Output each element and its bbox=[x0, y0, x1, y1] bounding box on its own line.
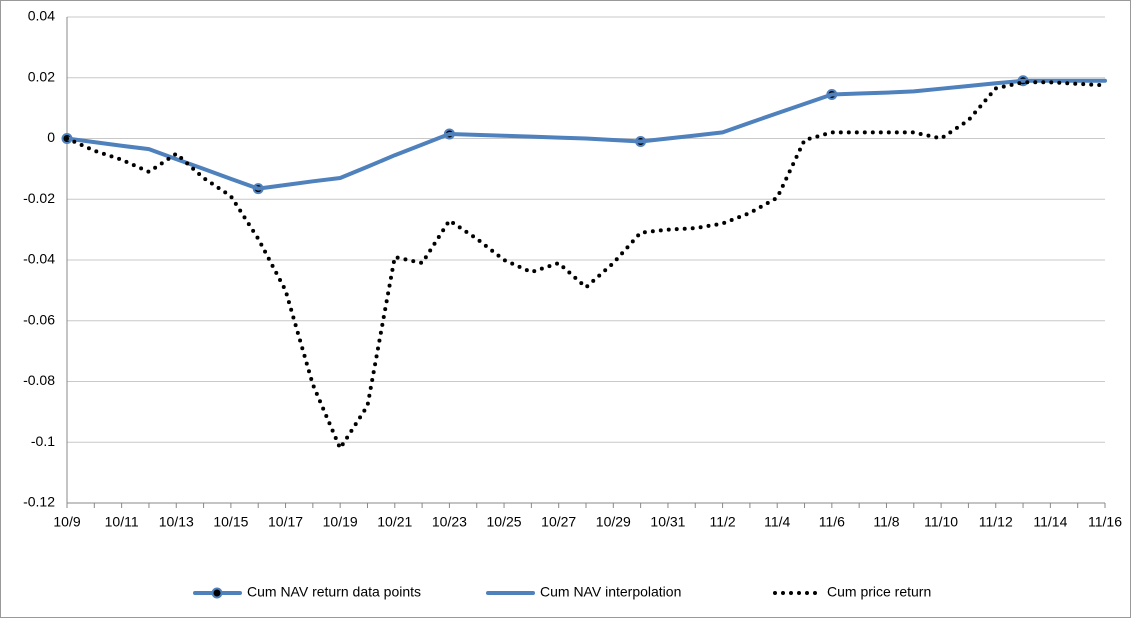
y-tick-label: 0.04 bbox=[28, 8, 55, 24]
x-tick-label: 10/23 bbox=[432, 514, 467, 530]
legend-label: Cum price return bbox=[827, 584, 931, 600]
x-tick-label: 10/31 bbox=[650, 514, 685, 530]
y-tick-label: -0.06 bbox=[23, 311, 55, 327]
x-tick-label: 11/12 bbox=[979, 514, 1013, 530]
x-tick-label: 11/2 bbox=[709, 514, 735, 530]
x-tick-label: 10/11 bbox=[105, 514, 139, 530]
y-tick-label: -0.02 bbox=[23, 190, 55, 206]
legend-marker bbox=[211, 587, 223, 599]
x-tick-label: 10/15 bbox=[213, 514, 248, 530]
y-tick-label: -0.08 bbox=[23, 372, 55, 388]
x-tick-label: 10/9 bbox=[53, 514, 80, 530]
x-tick-label: 11/6 bbox=[819, 514, 845, 530]
x-tick-label: 11/10 bbox=[924, 514, 958, 530]
legend-label: Cum NAV interpolation bbox=[540, 584, 681, 600]
y-tick-label: -0.1 bbox=[31, 433, 55, 449]
nav-line bbox=[65, 78, 1107, 191]
y-tick-label: 0.02 bbox=[28, 68, 55, 84]
x-tick-label: 11/16 bbox=[1088, 514, 1122, 530]
x-tick-label: 10/25 bbox=[487, 514, 522, 530]
x-tick-label: 10/13 bbox=[159, 514, 194, 530]
x-tick-label: 11/14 bbox=[1033, 514, 1067, 530]
x-tick-label: 11/4 bbox=[764, 514, 790, 530]
y-tick-label: 0 bbox=[47, 129, 55, 145]
y-tick-label: -0.12 bbox=[23, 494, 55, 510]
x-tick-label: 10/21 bbox=[377, 514, 412, 530]
x-tick-label: 10/29 bbox=[596, 514, 631, 530]
x-tick-label: 10/17 bbox=[268, 514, 303, 530]
price-line bbox=[65, 80, 1107, 451]
y-tick-label: -0.04 bbox=[23, 251, 55, 267]
x-tick-label: 10/19 bbox=[323, 514, 358, 530]
x-tick-label: 11/8 bbox=[873, 514, 899, 530]
x-tick-label: 10/27 bbox=[541, 514, 576, 530]
legend-label: Cum NAV return data points bbox=[247, 584, 421, 600]
